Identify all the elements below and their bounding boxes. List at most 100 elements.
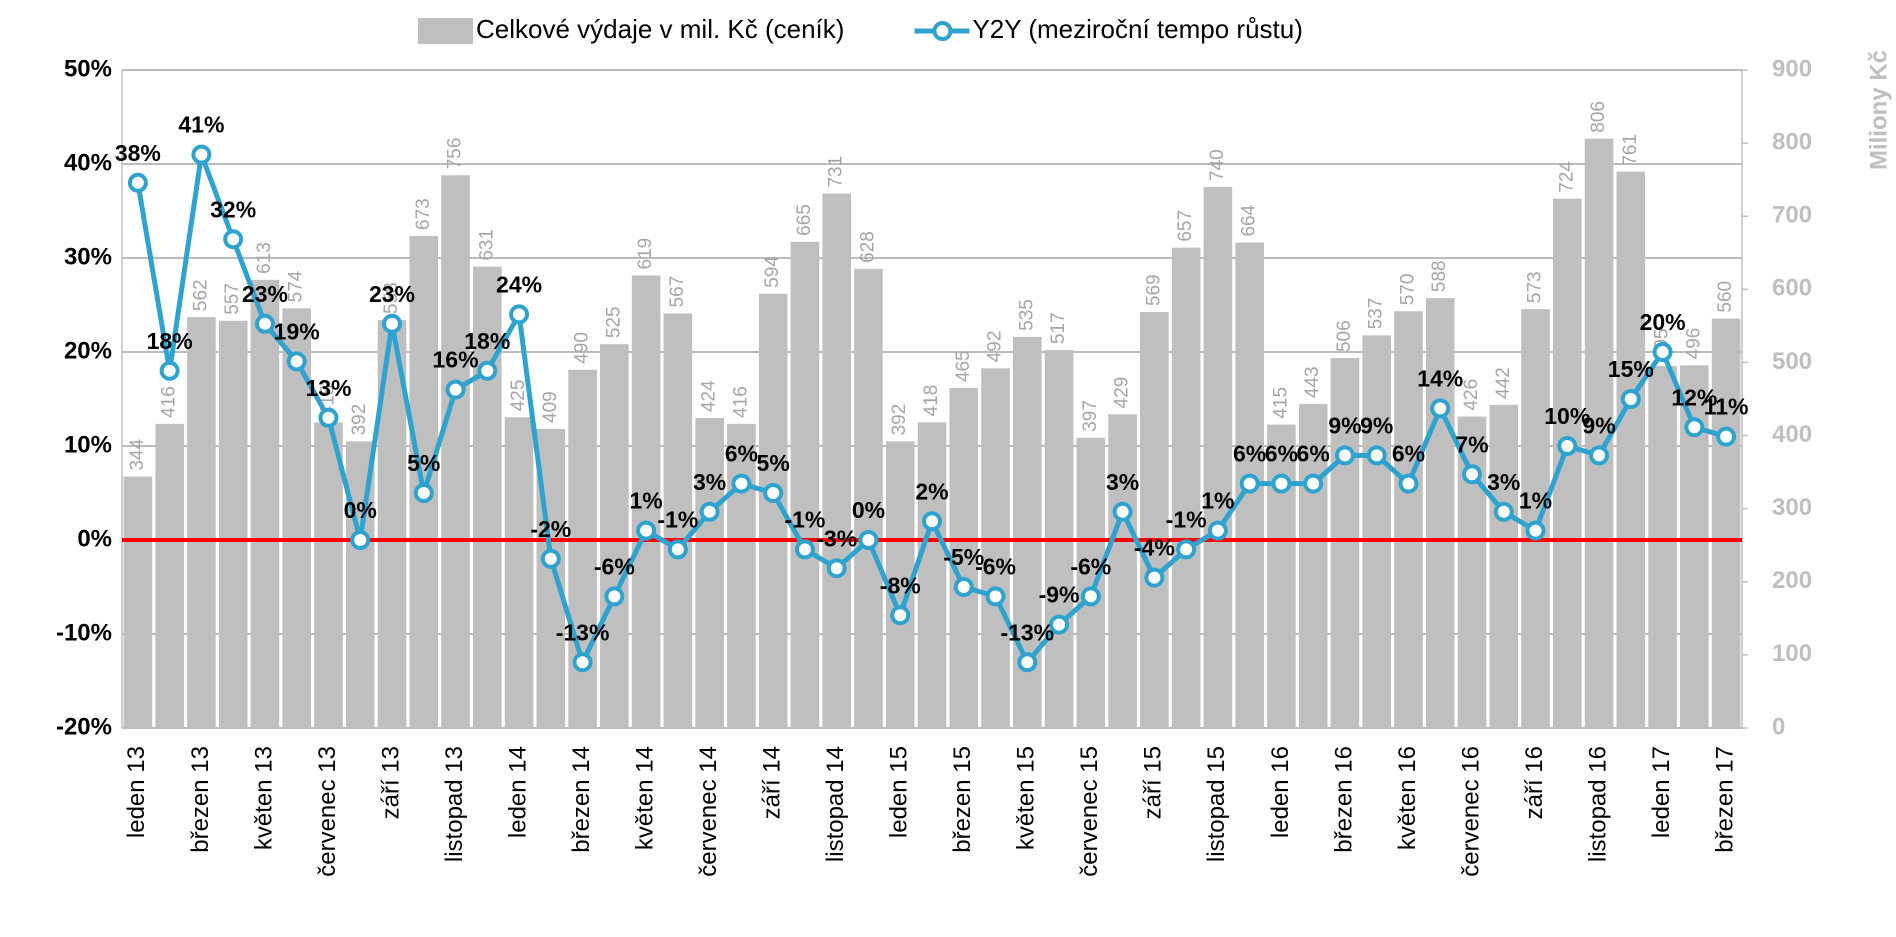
bar <box>600 344 629 728</box>
point-label: 14% <box>1417 365 1463 391</box>
point <box>1144 567 1165 588</box>
x-tick-label: leden 17 <box>1648 746 1675 838</box>
y-tick-label: 40% <box>64 149 112 176</box>
bar <box>473 266 502 728</box>
x-tick-label: září 16 <box>1521 746 1548 819</box>
bar <box>504 417 534 728</box>
point <box>1557 436 1578 456</box>
bar <box>1648 366 1677 728</box>
bar <box>1108 414 1137 728</box>
bar-label: 665 <box>794 204 815 236</box>
point-label: 16% <box>433 347 479 373</box>
bar-label: 673 <box>413 198 434 230</box>
point <box>1620 389 1641 409</box>
bar-label: 426 <box>1461 379 1482 411</box>
point-label: -13% <box>556 619 610 645</box>
point-label: 5% <box>757 450 790 476</box>
point-label: -5% <box>943 544 984 570</box>
bar-label: 657 <box>1175 210 1196 242</box>
point <box>254 313 275 334</box>
point-label: 38% <box>115 140 161 166</box>
legend-label: Y2Y (meziroční tempo růstu) <box>972 14 1302 44</box>
bar-label: 415 <box>1270 387 1291 419</box>
point <box>1716 426 1737 447</box>
point-label: 3% <box>1106 469 1139 495</box>
x-tick-label: leden 15 <box>886 746 913 838</box>
x-tick-label: červenec 13 <box>314 746 341 877</box>
bar-label: 537 <box>1366 298 1387 330</box>
y2-tick-label: 300 <box>1772 494 1812 521</box>
bar <box>250 279 280 728</box>
y-tick-label: 50% <box>64 55 112 82</box>
point <box>1652 342 1673 362</box>
point <box>127 172 148 193</box>
point <box>636 520 657 541</box>
point-label: 7% <box>1455 431 1488 457</box>
point <box>1303 473 1324 494</box>
bar-label: 588 <box>1429 260 1450 292</box>
bar-label: 560 <box>1715 281 1736 313</box>
point <box>286 351 307 372</box>
bar-label: 416 <box>159 386 180 418</box>
bar-label: 562 <box>190 279 211 311</box>
point <box>1112 501 1133 522</box>
bar <box>1457 416 1487 728</box>
point-label: 1% <box>1519 488 1552 514</box>
bar-label: 724 <box>1556 161 1577 193</box>
point-label: -6% <box>594 553 635 579</box>
bar-label: 574 <box>286 270 307 302</box>
point <box>1589 445 1610 466</box>
bar-label: 496 <box>1683 328 1704 360</box>
point-label: 18% <box>464 328 510 354</box>
bar <box>1521 309 1550 728</box>
point-label: -13% <box>1000 619 1054 645</box>
bar-label: 465 <box>953 350 974 382</box>
bar-label: 569 <box>1143 274 1164 306</box>
point-label: 2% <box>915 478 948 504</box>
x-tick-label: květen 14 <box>631 746 658 850</box>
point-label: 12% <box>1671 384 1717 410</box>
bar-label: 525 <box>603 306 624 338</box>
bar <box>1267 424 1296 728</box>
point <box>1430 398 1451 419</box>
bar <box>727 423 756 728</box>
point <box>477 360 498 381</box>
point <box>1462 464 1482 485</box>
bar-label: 558 <box>381 282 402 314</box>
y2-tick-label: 600 <box>1772 275 1812 302</box>
x-tick-label: září 14 <box>759 746 786 819</box>
x-tick-label: listopad 16 <box>1584 746 1611 862</box>
point <box>1049 614 1070 635</box>
bar-label: 424 <box>699 380 720 412</box>
point <box>350 530 371 550</box>
point-label: 9% <box>1582 412 1615 438</box>
bar-label: 425 <box>508 380 529 412</box>
bar-label: 594 <box>762 256 783 288</box>
point-label: 1% <box>1201 488 1234 514</box>
bar-label: 613 <box>254 242 275 274</box>
bar-label: 756 <box>445 138 466 170</box>
bar-label: 631 <box>476 229 497 261</box>
bar-label: 664 <box>1239 204 1260 236</box>
point-label: 9% <box>1328 412 1361 438</box>
bar-label: 567 <box>667 276 688 308</box>
bar <box>187 317 216 728</box>
bar-label: 442 <box>1493 367 1514 399</box>
x-tick-label: listopad 15 <box>1203 746 1230 862</box>
bar <box>1362 335 1391 728</box>
y2-tick-label: 800 <box>1772 128 1812 155</box>
bar <box>695 418 724 728</box>
point <box>794 539 815 560</box>
point <box>953 577 974 597</box>
point-label: 23% <box>369 281 415 307</box>
bar-label: 506 <box>1334 320 1355 352</box>
point-label: -6% <box>975 553 1016 579</box>
bar <box>981 368 1010 728</box>
x-tick-label: květen 15 <box>1013 746 1040 850</box>
point <box>223 229 244 250</box>
bar-label: 392 <box>349 404 370 436</box>
point <box>731 473 752 494</box>
x-tick-label: červenec 15 <box>1076 746 1103 877</box>
point <box>318 407 339 428</box>
x-tick-label: březen 14 <box>568 746 595 853</box>
